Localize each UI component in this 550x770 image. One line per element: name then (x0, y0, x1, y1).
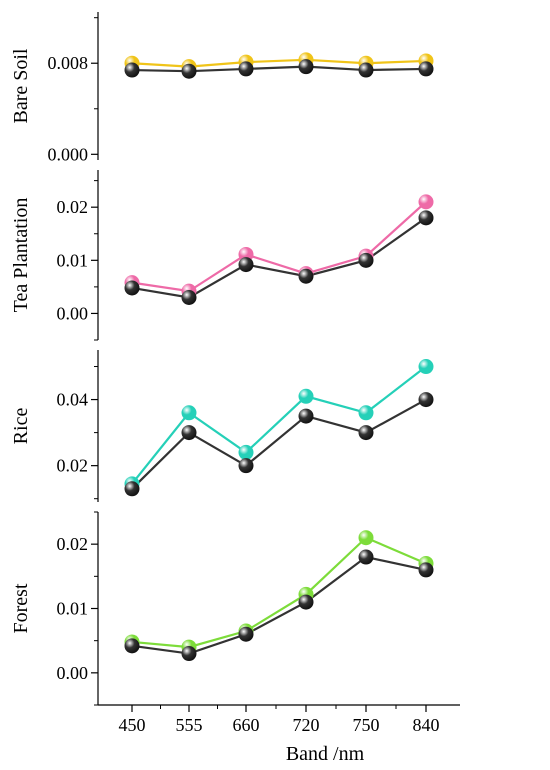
series-1-point (418, 562, 434, 578)
series-0-point (358, 405, 374, 421)
series-1-point (124, 280, 140, 296)
series-1-point (238, 61, 254, 77)
series-1-point (358, 425, 374, 441)
series-1-point (238, 257, 254, 273)
series-1-point (124, 62, 140, 78)
series-0-line (131, 536, 427, 649)
y-tick-label: 0.00 (57, 303, 89, 323)
series-1-point (298, 268, 314, 284)
series-1-line (131, 398, 427, 490)
y-axis-label: Bare Soil (10, 48, 32, 123)
panel-2: 0.02 0.04 Rice (10, 350, 434, 502)
x-tick-label: 750 (353, 715, 380, 735)
x-axis-label: Band /nm (286, 743, 365, 765)
y-axis-label: Rice (10, 408, 32, 445)
series-1-point (181, 63, 197, 79)
y-tick-label: 0.01 (57, 250, 89, 270)
y-tick-label: 0.04 (57, 390, 89, 410)
y-axis-label: Forest (10, 583, 32, 633)
x-tick-label: 840 (413, 715, 440, 735)
x-tick-label: 720 (293, 715, 320, 735)
series-0-line (131, 201, 427, 293)
series-1-point (358, 62, 374, 78)
series-1-point (238, 626, 254, 642)
series-1-line (131, 216, 427, 299)
x-tick-label: 450 (119, 715, 146, 735)
series-1-point (298, 594, 314, 610)
y-tick-label: 0.00 (57, 663, 89, 683)
y-tick-label: 0.02 (57, 534, 89, 554)
series-1-point (418, 392, 434, 408)
series-0-point (418, 194, 434, 210)
series-1-line (131, 65, 427, 73)
x-tick-label: 660 (233, 715, 260, 735)
series-0-point (238, 444, 254, 460)
series-1-line (131, 555, 427, 655)
series-1-point (358, 252, 374, 268)
y-tick-label: 0.008 (48, 53, 89, 73)
series-0-point (418, 359, 434, 375)
panel-1: 0.00 0.01 0.02 Tea Plantation (10, 170, 434, 341)
series-1-point (124, 481, 140, 497)
series-1-point (181, 290, 197, 305)
series-1-point (418, 61, 434, 77)
series-1-point (418, 210, 434, 226)
series-1-point (358, 549, 374, 565)
series-0-line (131, 365, 427, 485)
x-axis: 450 555 660 720 750 840 (98, 704, 460, 735)
series-1-point (124, 638, 140, 654)
y-tick-label: 0.000 (48, 144, 89, 164)
y-tick-label: 0.01 (57, 599, 89, 619)
y-tick-label: 0.02 (57, 456, 89, 476)
series-0-point (298, 388, 314, 404)
series-0-line (131, 58, 427, 68)
x-tick-label: 555 (176, 715, 203, 735)
panel-0: 0.000 0.008 Bare Soil (10, 12, 434, 164)
series-1-point (238, 458, 254, 474)
series-1-point (181, 425, 197, 441)
series-0-point (358, 530, 374, 546)
panel-3: 0.00 0.01 0.02 Forest (10, 511, 434, 706)
series-0-point (181, 405, 197, 421)
y-tick-label: 0.02 (57, 197, 89, 217)
series-1-point (298, 59, 314, 75)
series-1-point (298, 408, 314, 424)
series-1-point (181, 646, 197, 662)
y-axis-label: Tea Plantation (10, 198, 32, 313)
